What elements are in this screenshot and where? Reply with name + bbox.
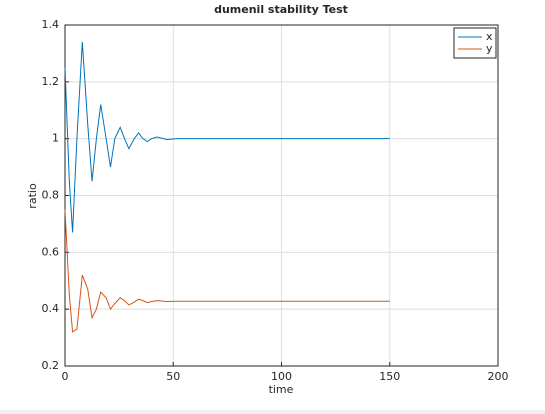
y-tick-label: 0.4 xyxy=(42,302,60,315)
bottom-strip xyxy=(0,410,545,414)
data-line xyxy=(64,209,390,333)
plot-frame xyxy=(64,24,499,367)
legend-label: x xyxy=(486,30,493,43)
x-tick-label: 100 xyxy=(271,370,292,383)
x-tick-label: 50 xyxy=(166,370,180,383)
y-tick-label: 0.6 xyxy=(42,245,60,258)
legend-label: y xyxy=(486,42,493,55)
data-line xyxy=(64,42,390,233)
x-tick-label: 0 xyxy=(62,370,69,383)
y-tick-label: 0.8 xyxy=(42,189,60,202)
legend-box xyxy=(453,27,497,59)
x-tick-label: 150 xyxy=(379,370,400,383)
y-tick-label: 1 xyxy=(52,132,59,145)
y-tick-label: 0.2 xyxy=(42,359,60,372)
chart-title: dumenil stability Test xyxy=(214,3,348,16)
y-tick-label: 1.2 xyxy=(42,75,60,88)
y-tick-label: 1.4 xyxy=(42,18,60,31)
y-axis-label: ratio xyxy=(26,183,39,209)
x-axis-label: time xyxy=(269,383,294,396)
x-tick-label: 200 xyxy=(488,370,509,383)
